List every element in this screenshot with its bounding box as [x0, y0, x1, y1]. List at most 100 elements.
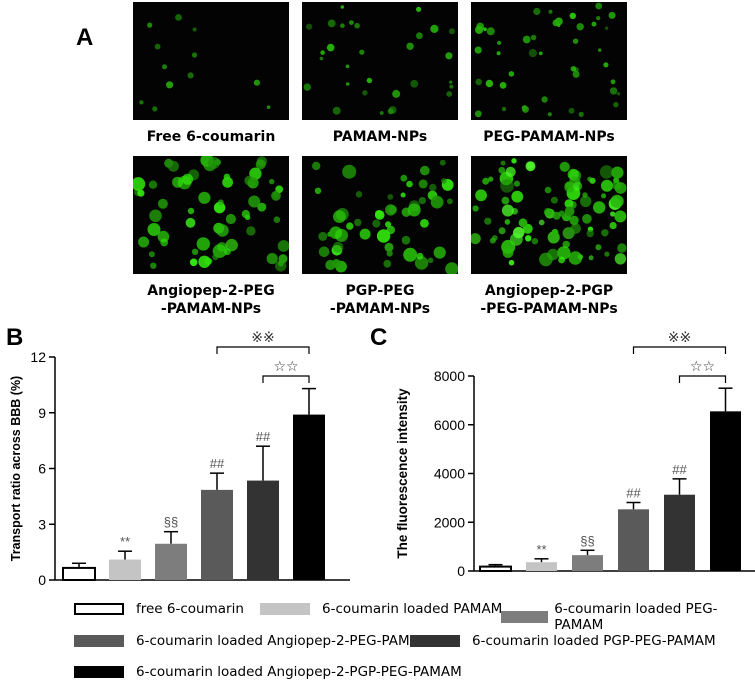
- cell-speckle: [244, 175, 254, 186]
- cell-speckle: [533, 7, 541, 16]
- cell-speckle: [410, 79, 419, 88]
- bar: [201, 489, 233, 580]
- cell-speckle: [345, 82, 350, 86]
- panel-b-letter: B: [6, 324, 24, 351]
- cell-speckle: [511, 190, 524, 203]
- cell-speckle: [406, 42, 414, 50]
- cell-speckle: [273, 216, 281, 223]
- cell-speckle: [474, 110, 482, 118]
- cell-speckle: [496, 51, 501, 56]
- cell-speckle: [610, 194, 624, 208]
- legend-swatch: [260, 603, 310, 615]
- cell-speckle: [327, 19, 336, 28]
- cell-speckle: [593, 201, 606, 214]
- cell-speckle: [418, 179, 428, 189]
- cell-speckle: [246, 226, 256, 236]
- panel-a-letter: A: [76, 24, 94, 51]
- cell-speckle: [319, 56, 324, 61]
- cell-speckle: [501, 196, 510, 205]
- cell-speckle: [614, 253, 627, 265]
- cell-speckle: [551, 228, 559, 236]
- cell-speckle: [182, 173, 194, 185]
- legend-label: 6-coumarin loaded Angiopep-2-PEG-PAMAM: [136, 633, 431, 649]
- cell-speckle: [599, 165, 614, 179]
- significance-mark: ##: [210, 456, 225, 471]
- cell-speckle: [331, 259, 341, 268]
- cell-speckle: [332, 106, 341, 115]
- cell-speckle: [608, 11, 616, 19]
- cell-speckle: [225, 238, 238, 252]
- cell-speckle: [612, 180, 622, 190]
- y-tick-label: 4000: [434, 466, 465, 482]
- cell-speckle: [342, 164, 357, 179]
- cell-speckle: [152, 106, 158, 112]
- cell-speckle: [275, 260, 287, 272]
- cell-speckle: [595, 244, 602, 251]
- y-axis-label: The fluorescence intensity: [395, 388, 410, 559]
- significance-mark: §§: [164, 515, 178, 530]
- cell-speckle: [335, 228, 348, 242]
- cell-speckle: [610, 211, 616, 217]
- cell-speckle: [499, 82, 507, 89]
- legend-swatch: [501, 611, 549, 623]
- cell-speckle: [430, 24, 439, 33]
- cell-speckle: [483, 27, 487, 32]
- cell-speckle: [569, 215, 579, 225]
- cell-speckle: [198, 191, 211, 204]
- cell-speckle: [543, 208, 553, 217]
- legend-item-angiopep-peg-pamam: 6-coumarin loaded Angiopep-2-PEG-PAMAM: [74, 633, 430, 649]
- significance-mark: §§: [580, 533, 594, 548]
- cell-speckle: [548, 9, 553, 14]
- panel-c-letter: C: [370, 324, 388, 351]
- cell-speckle: [148, 251, 155, 258]
- cell-speckle: [572, 70, 580, 78]
- cell-speckle: [418, 197, 426, 205]
- cell-speckle: [439, 159, 446, 166]
- cell-speckle: [564, 199, 574, 209]
- cell-speckle: [544, 186, 552, 194]
- cell-speckle: [446, 91, 453, 97]
- cell-speckle: [138, 236, 150, 248]
- cell-speckle: [474, 46, 482, 54]
- cell-speckle: [601, 193, 607, 199]
- cell-speckle: [388, 106, 397, 114]
- cell-speckle: [212, 253, 219, 261]
- cell-speckle: [205, 257, 212, 265]
- cell-speckle: [430, 195, 444, 209]
- cell-speckle: [385, 204, 397, 216]
- y-tick-label: 3: [38, 516, 46, 532]
- cell-speckle: [604, 26, 609, 30]
- cell-speckle: [504, 219, 511, 225]
- cell-speckle: [185, 217, 196, 228]
- y-tick-label: 8000: [434, 368, 465, 384]
- cell-speckle: [257, 202, 267, 212]
- significance-mark: ##: [256, 429, 271, 444]
- cell-speckle: [603, 62, 609, 68]
- cell-speckle: [557, 23, 561, 27]
- legend-swatch: [74, 603, 124, 615]
- bracket-label: ☆☆: [273, 358, 298, 374]
- micrograph-image: [139, 14, 271, 112]
- bar: [572, 555, 603, 571]
- cell-speckle: [225, 213, 236, 225]
- cell-speckle: [525, 235, 532, 242]
- cell-speckle: [277, 240, 289, 252]
- cell-speckle: [320, 50, 325, 55]
- cell-speckle: [386, 250, 393, 257]
- cell-speckle: [617, 243, 627, 253]
- cell-speckle: [492, 235, 498, 241]
- cell-speckle: [505, 166, 516, 177]
- micrograph-free-6-coumarin: [133, 2, 289, 120]
- cell-speckle: [471, 233, 481, 245]
- cell-speckle: [501, 106, 507, 112]
- cell-speckle: [403, 247, 418, 262]
- cell-speckle: [508, 71, 515, 77]
- cell-speckle: [433, 246, 446, 259]
- cell-speckle: [475, 189, 487, 202]
- cell-speckle: [400, 174, 408, 182]
- y-axis-label: Transport ratio across BBB (%): [9, 376, 23, 561]
- cell-speckle: [359, 228, 371, 240]
- cell-speckle: [531, 238, 539, 245]
- micrograph-image: [133, 156, 289, 272]
- legend-item-pamam: 6-coumarin loaded PAMAM: [260, 601, 502, 617]
